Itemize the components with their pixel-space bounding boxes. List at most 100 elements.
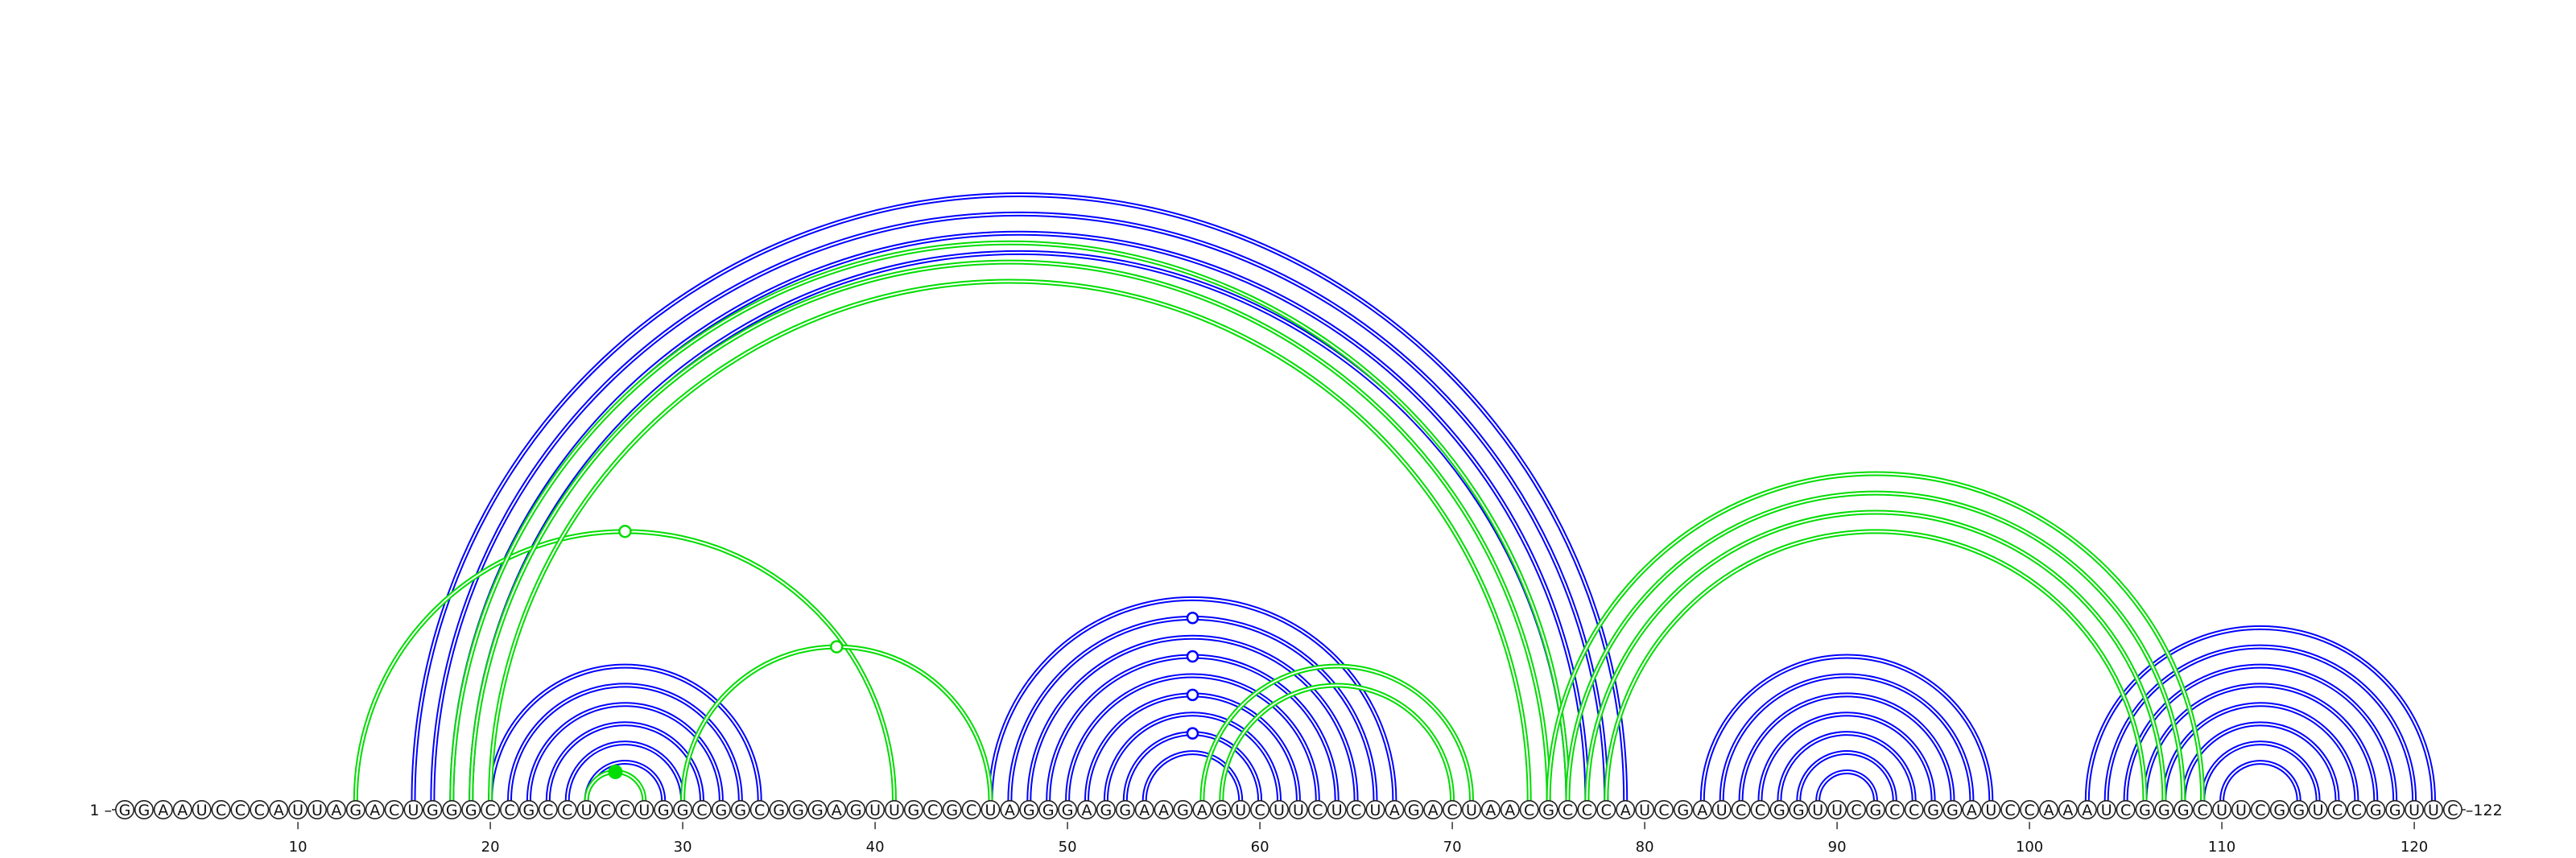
- nucleotide: A: [269, 799, 289, 819]
- nucleotide: U: [2231, 799, 2252, 819]
- nucleotide: U: [307, 799, 327, 819]
- nucleotide: G: [1173, 799, 1193, 819]
- nucleotide-letter: A: [1485, 802, 1496, 819]
- blue-base-pair-arc: [564, 740, 686, 801]
- nucleotide-letter: C: [1601, 802, 1612, 819]
- nucleotide-letter: G: [850, 802, 862, 819]
- nucleotide: A: [365, 799, 385, 819]
- nucleotide-letter: C: [504, 802, 514, 819]
- nucleotide: C: [1443, 799, 1463, 819]
- base-pair-arcs: [353, 192, 2436, 801]
- blue-base-pair-arc: [411, 192, 1629, 801]
- nucleotide-letter: C: [2005, 802, 2016, 819]
- position-ticks: 10 20 30 40 50 60 70 80 90 100 110 120: [289, 822, 2428, 856]
- nucleotide-letter: G: [1773, 802, 1785, 819]
- tick-label: 30: [674, 839, 692, 856]
- nucleotide-letter: C: [2332, 802, 2343, 819]
- tick-label: 90: [1828, 839, 1847, 856]
- tick: 100: [2016, 822, 2043, 856]
- nucleotide: G: [1865, 799, 1885, 819]
- blue-base-pair-arc: [1738, 692, 1955, 801]
- nucleotide: G: [1942, 799, 1963, 819]
- nucleotide-letter: G: [138, 802, 151, 819]
- nucleotide: U: [2096, 799, 2116, 819]
- nucleotide: G: [2269, 799, 2289, 819]
- green-base-pair-arc: [1199, 663, 1474, 801]
- tick-label: 70: [1443, 839, 1462, 856]
- nucleotide: G: [1038, 799, 1059, 819]
- nucleotide: G: [1538, 799, 1558, 819]
- blue-base-pair-arc: [507, 683, 743, 801]
- nucleotide-letter: G: [677, 802, 689, 819]
- nucleotide: U: [576, 799, 597, 819]
- blue-base-pair-arc: [2103, 644, 2417, 801]
- nucleotide: G: [1115, 799, 1135, 819]
- nucleotide: U: [1327, 799, 1347, 819]
- nucleotide-letter: G: [1042, 802, 1055, 819]
- nucleotide-letter: C: [1254, 802, 1265, 819]
- nucleotide: C: [211, 799, 231, 819]
- nucleotide-letter: G: [2273, 802, 2285, 819]
- nucleotide-letter: C: [1447, 802, 1457, 819]
- nucleotide: A: [1962, 799, 1982, 819]
- axis-labels: 1 – –122: [89, 802, 2502, 819]
- nucleotide-letter: U: [312, 802, 323, 819]
- nucleotide-letter: C: [1755, 802, 1765, 819]
- blue-base-pair-arc: [469, 250, 1571, 801]
- nucleotide: C: [1558, 799, 1578, 819]
- sequence-end-label: –122: [2466, 802, 2503, 819]
- nucleotide-letter: C: [754, 802, 765, 819]
- nucleotide: A: [1134, 799, 1154, 819]
- green-pair-marker-filled: [608, 764, 623, 779]
- nucleotide: C: [557, 799, 577, 819]
- blue-base-pair-arc: [2123, 663, 2398, 801]
- nucleotide-letter: G: [792, 802, 804, 819]
- nucleotide: C: [691, 799, 712, 819]
- nucleotide-letter: C: [543, 802, 553, 819]
- nucleotide-letter: C: [2024, 802, 2034, 819]
- nucleotide-letter: U: [2235, 802, 2247, 819]
- nucleotide: A: [1077, 799, 1097, 819]
- nucleotide-letter: U: [1293, 802, 1304, 819]
- nucleotide-letter: G: [446, 802, 458, 819]
- nucleotide-letter: A: [2062, 802, 2073, 819]
- blue-base-pair-arc: [2181, 721, 2340, 801]
- nucleotide: C: [230, 799, 250, 819]
- tick-label: 80: [1636, 839, 1654, 856]
- tick: 30: [674, 822, 692, 856]
- nucleotide-letter: C: [601, 802, 611, 819]
- tick: 80: [1636, 822, 1654, 856]
- nucleotide-letter: U: [889, 802, 900, 819]
- nucleotide-letter: C: [1736, 802, 1746, 819]
- nucleotide-letter: U: [1274, 802, 1285, 819]
- nucleotide: C: [538, 799, 558, 819]
- nucleotide: C: [1346, 799, 1366, 819]
- tick: 110: [2208, 822, 2235, 856]
- nucleotide: C: [615, 799, 635, 819]
- nucleotide-letter: G: [1216, 802, 1228, 819]
- nucleotide: G: [942, 799, 962, 819]
- nucleotide-letter: G: [716, 802, 728, 819]
- nucleotide-letter: G: [1678, 802, 1690, 819]
- nucleotide: A: [172, 799, 192, 819]
- blue-base-pair-arc: [988, 596, 1397, 801]
- nucleotide-letter: G: [1870, 802, 1882, 819]
- nucleotide: A: [1154, 799, 1174, 819]
- nucleotide-letter: U: [2216, 802, 2227, 819]
- nucleotide-letter: U: [1466, 802, 1477, 819]
- nucleotide: G: [442, 799, 462, 819]
- nucleotide-letter: G: [2178, 802, 2190, 819]
- nucleotide: G: [654, 799, 674, 819]
- nucleotide: C: [2116, 799, 2136, 819]
- nucleotide-letter: U: [2428, 802, 2439, 819]
- nucleotide-letter: A: [177, 802, 188, 819]
- nucleotide-letter: U: [1985, 802, 1996, 819]
- nucleotide-letter: C: [1312, 802, 1323, 819]
- nucleotide: G: [846, 799, 866, 819]
- nucleotide: G: [1673, 799, 1693, 819]
- nucleotide: G: [903, 799, 923, 819]
- nucleotide: G: [134, 799, 154, 819]
- nucleotide: C: [1750, 799, 1770, 819]
- nucleotide-letter: C: [1582, 802, 1592, 819]
